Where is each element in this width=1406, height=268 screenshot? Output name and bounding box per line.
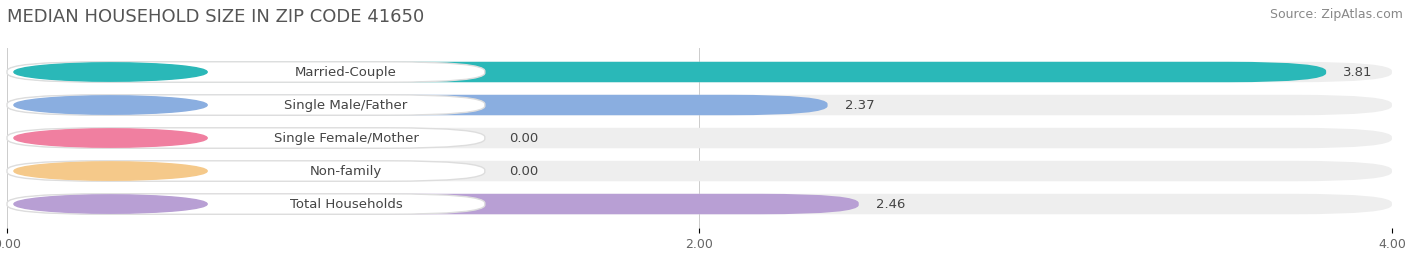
Text: Total Households: Total Households [290,198,402,211]
FancyBboxPatch shape [7,62,1326,82]
Circle shape [14,129,207,147]
Circle shape [14,195,207,213]
Text: Non-family: Non-family [309,165,382,177]
FancyBboxPatch shape [7,95,1392,115]
Text: 2.46: 2.46 [876,198,905,211]
FancyBboxPatch shape [7,95,485,115]
Text: Single Female/Mother: Single Female/Mother [274,132,419,144]
Text: 0.00: 0.00 [509,165,538,177]
Text: Source: ZipAtlas.com: Source: ZipAtlas.com [1270,8,1403,21]
FancyBboxPatch shape [7,194,859,214]
Circle shape [14,63,207,81]
FancyBboxPatch shape [7,128,1392,148]
FancyBboxPatch shape [7,161,485,181]
FancyBboxPatch shape [7,62,1392,82]
Text: Married-Couple: Married-Couple [295,65,396,79]
Circle shape [14,162,207,180]
FancyBboxPatch shape [7,128,485,148]
Text: 0.00: 0.00 [509,132,538,144]
FancyBboxPatch shape [7,194,1392,214]
FancyBboxPatch shape [7,95,828,115]
Text: 2.37: 2.37 [845,99,875,111]
FancyBboxPatch shape [7,194,485,214]
FancyBboxPatch shape [7,161,1392,181]
Text: MEDIAN HOUSEHOLD SIZE IN ZIP CODE 41650: MEDIAN HOUSEHOLD SIZE IN ZIP CODE 41650 [7,8,425,26]
FancyBboxPatch shape [7,62,485,82]
Text: Single Male/Father: Single Male/Father [284,99,408,111]
Circle shape [14,96,207,114]
Text: 3.81: 3.81 [1344,65,1374,79]
